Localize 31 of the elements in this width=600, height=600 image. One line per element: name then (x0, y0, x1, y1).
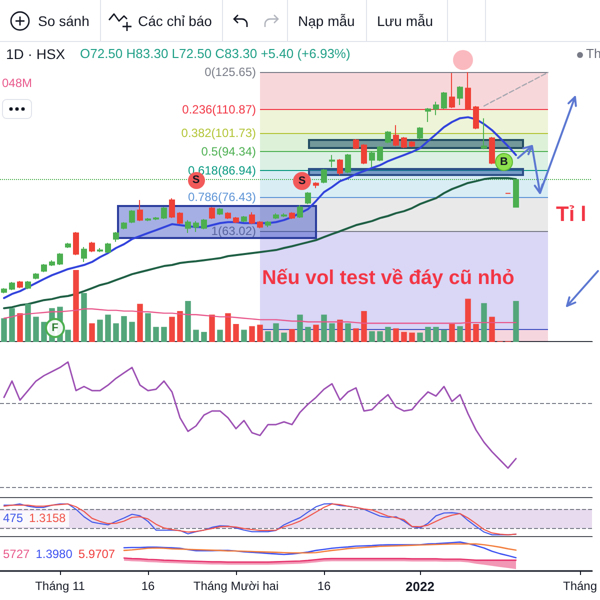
x-tick-label: Tháng (562, 579, 598, 593)
ref-line-label: 0.5(94.34) (201, 144, 256, 159)
ref-line-label: 0.236(110.87) (182, 102, 256, 117)
annotation: 475 (3, 511, 24, 526)
annotation: 5727 (3, 547, 30, 562)
ref-line-label: 0.382(101.73) (181, 126, 256, 140)
circle-badge: F (45, 318, 65, 338)
annotation: S (298, 174, 306, 186)
annotation: F (52, 322, 58, 334)
ref-line-label: 0(125.65) (204, 65, 256, 80)
chart-subtitle: O72.50 H83.30 L72.50 C83.30 +5.40 (+6.93%) (80, 46, 350, 62)
ref-line-label: 0.786(76.43) (188, 190, 256, 204)
annotation: B (500, 156, 508, 168)
annotation: Th (586, 46, 600, 62)
ref-line-label: 1(63.02) (211, 224, 256, 238)
x-tick-label: 16 (317, 579, 331, 593)
x-tick-label: 16 (141, 579, 155, 593)
text: Nạp mẫu (298, 12, 355, 28)
annotation: 1.3980 (36, 547, 72, 562)
text: Lưu mẫu (377, 12, 434, 28)
x-tick-label: 2022 (406, 579, 434, 594)
annotation: Tỉ l (556, 203, 586, 228)
text: So sánh (38, 12, 90, 28)
chart-title: 1D · HSX (6, 46, 66, 62)
x-tick-label: Tháng Mười hai (193, 579, 279, 593)
annotation: 048M (2, 76, 32, 91)
text: Các chỉ báo (138, 12, 212, 28)
annotation: Nếu vol test về đáy cũ nhỏ (262, 267, 514, 290)
annotation: 5.9707 (78, 547, 116, 562)
x-tick-label: Tháng 11 (35, 579, 86, 593)
annotation: 1.3158 (29, 511, 66, 526)
